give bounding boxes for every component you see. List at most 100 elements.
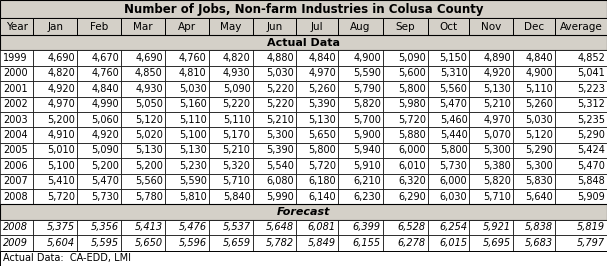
Text: 5,800: 5,800 xyxy=(308,146,336,155)
Text: 4,900: 4,900 xyxy=(525,68,553,78)
Text: 5,470: 5,470 xyxy=(91,176,119,186)
Text: 5,200: 5,200 xyxy=(135,161,163,171)
Bar xyxy=(209,235,253,251)
Text: 5,200: 5,200 xyxy=(47,115,75,125)
Bar xyxy=(338,66,383,81)
Bar xyxy=(209,158,253,174)
Text: 5,030: 5,030 xyxy=(266,68,294,78)
Bar xyxy=(296,143,338,158)
Text: 6,528: 6,528 xyxy=(398,222,426,232)
Text: 5,260: 5,260 xyxy=(525,99,553,109)
Text: 4,900: 4,900 xyxy=(353,53,381,63)
Bar xyxy=(514,112,555,127)
Text: 6,080: 6,080 xyxy=(266,176,294,186)
Text: 4,920: 4,920 xyxy=(47,84,75,94)
Text: 4,690: 4,690 xyxy=(135,53,163,63)
Bar xyxy=(555,220,607,235)
Bar xyxy=(209,81,253,97)
Text: 5,800: 5,800 xyxy=(439,146,467,155)
Text: 5,838: 5,838 xyxy=(524,222,553,232)
Bar xyxy=(428,158,469,174)
Bar xyxy=(383,50,428,66)
Bar xyxy=(338,81,383,97)
Text: Sep: Sep xyxy=(396,22,415,32)
Text: Apr: Apr xyxy=(178,22,196,32)
Text: 5,990: 5,990 xyxy=(266,192,294,202)
Text: 4,910: 4,910 xyxy=(47,130,75,140)
Bar xyxy=(164,235,209,251)
Bar xyxy=(253,97,296,112)
Bar xyxy=(383,143,428,158)
Text: 5,100: 5,100 xyxy=(47,161,75,171)
Text: 5,470: 5,470 xyxy=(577,161,605,171)
Text: 5,160: 5,160 xyxy=(179,99,206,109)
Text: Jul: Jul xyxy=(311,22,324,32)
Text: 4,670: 4,670 xyxy=(91,53,119,63)
Text: 5,810: 5,810 xyxy=(179,192,206,202)
Bar xyxy=(33,189,77,204)
Bar xyxy=(338,18,383,35)
Text: 5,041: 5,041 xyxy=(577,68,605,78)
Bar xyxy=(253,127,296,143)
Text: May: May xyxy=(220,22,241,32)
Text: 5,596: 5,596 xyxy=(178,238,206,248)
Bar xyxy=(338,112,383,127)
Text: 4,820: 4,820 xyxy=(47,68,75,78)
Text: 5,782: 5,782 xyxy=(266,238,294,248)
Text: 5,223: 5,223 xyxy=(577,84,605,94)
Bar xyxy=(383,158,428,174)
Bar xyxy=(555,97,607,112)
Bar xyxy=(469,189,514,204)
Bar xyxy=(253,189,296,204)
Text: 6,254: 6,254 xyxy=(439,222,467,232)
Text: 4,920: 4,920 xyxy=(484,68,511,78)
Bar xyxy=(0,112,33,127)
Text: 5,604: 5,604 xyxy=(47,238,75,248)
Bar xyxy=(121,220,164,235)
Text: 5,090: 5,090 xyxy=(91,146,119,155)
Text: 4,810: 4,810 xyxy=(179,68,206,78)
Bar xyxy=(338,97,383,112)
Text: 5,170: 5,170 xyxy=(223,130,251,140)
Bar xyxy=(296,97,338,112)
Text: 5,790: 5,790 xyxy=(353,84,381,94)
Bar xyxy=(296,18,338,35)
Bar xyxy=(209,66,253,81)
Text: 5,710: 5,710 xyxy=(483,192,511,202)
Bar xyxy=(469,50,514,66)
Bar xyxy=(77,158,121,174)
Text: 6,278: 6,278 xyxy=(398,238,426,248)
Bar xyxy=(428,143,469,158)
Bar xyxy=(77,81,121,97)
Bar xyxy=(253,112,296,127)
Text: Feb: Feb xyxy=(90,22,108,32)
Bar xyxy=(296,158,338,174)
Bar xyxy=(428,189,469,204)
Bar xyxy=(121,143,164,158)
Text: 5,700: 5,700 xyxy=(353,115,381,125)
Bar xyxy=(77,97,121,112)
Text: 5,290: 5,290 xyxy=(525,146,553,155)
Text: 4,990: 4,990 xyxy=(91,99,119,109)
Bar xyxy=(164,112,209,127)
Bar xyxy=(338,235,383,251)
Text: 5,235: 5,235 xyxy=(577,115,605,125)
Text: 5,020: 5,020 xyxy=(135,130,163,140)
Bar xyxy=(383,220,428,235)
Text: 5,300: 5,300 xyxy=(484,146,511,155)
Bar xyxy=(0,204,607,220)
Text: 4,970: 4,970 xyxy=(484,115,511,125)
Bar xyxy=(77,235,121,251)
Bar xyxy=(428,174,469,189)
Bar xyxy=(164,97,209,112)
Bar xyxy=(296,112,338,127)
Bar xyxy=(338,189,383,204)
Text: 5,290: 5,290 xyxy=(577,130,605,140)
Bar xyxy=(296,235,338,251)
Text: 4,820: 4,820 xyxy=(223,53,251,63)
Text: 5,220: 5,220 xyxy=(266,84,294,94)
Bar xyxy=(514,220,555,235)
Bar xyxy=(164,220,209,235)
Text: 5,230: 5,230 xyxy=(179,161,206,171)
Bar xyxy=(296,127,338,143)
